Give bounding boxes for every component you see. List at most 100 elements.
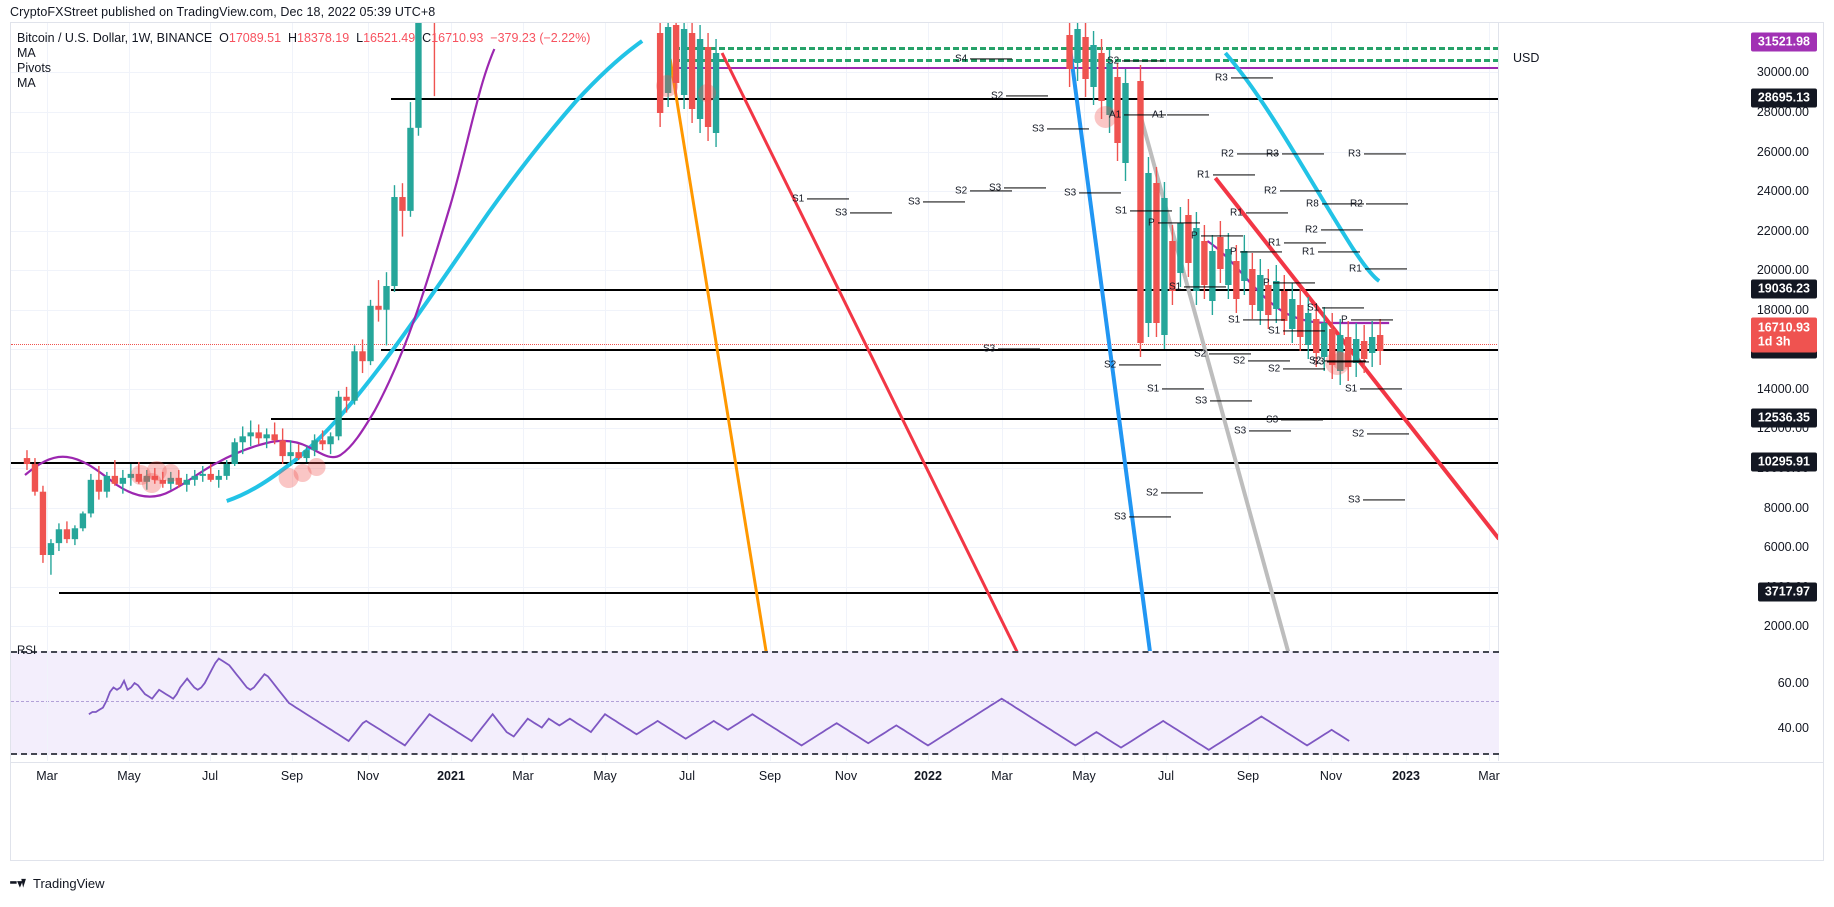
pivot-label-text: P — [1341, 314, 1348, 326]
legend-open-value: 17089.51 — [228, 31, 282, 45]
pivot-marker: S1 — [1307, 302, 1365, 313]
pivot-marker: R2 — [1264, 185, 1322, 196]
rsi-pane[interactable]: RSI — [11, 643, 1823, 761]
candle-body — [1161, 198, 1168, 335]
price-tick: 8000.00 — [1763, 500, 1809, 515]
price-level-line — [11, 462, 1499, 465]
time-scale-axis[interactable]: Mar May Jul Sep Nov 2021 Mar May Jul Sep Nov 2022 Ma… — [11, 762, 1823, 791]
pivot-marker: R2 — [1305, 224, 1363, 235]
gridline-h — [11, 507, 1499, 509]
time-tick: Mar — [1478, 769, 1500, 783]
pivot-marker: S2 — [1107, 55, 1165, 66]
pivot-label-text: S3 — [1064, 187, 1077, 199]
ma-purple-line — [24, 48, 496, 498]
pink-circle-marker — [656, 75, 679, 97]
candle-body — [688, 33, 696, 109]
trendline-red-major — [720, 52, 1021, 658]
candle-body — [287, 452, 294, 457]
time-tick: Nov — [1319, 769, 1343, 783]
price-level-badge[interactable]: 12536.35 — [1750, 408, 1817, 428]
candle-body — [87, 479, 95, 514]
candle-body — [1193, 228, 1200, 291]
rsi-title: RSI — [17, 645, 37, 657]
legend-change-percent: (−2.22%) — [539, 31, 591, 45]
candle-body — [175, 477, 182, 485]
legend-high-label: H — [287, 31, 298, 45]
pink-circle-marker — [130, 465, 151, 485]
candlestick-series — [23, 23, 1384, 575]
candle-body — [1137, 81, 1144, 343]
pivot-marker: P — [1148, 217, 1200, 228]
pivot-marker: R1 — [1302, 246, 1360, 257]
gridline-v — [1331, 23, 1332, 761]
price-level-badge[interactable]: 19036.23 — [1750, 279, 1817, 299]
legend-symbol-row[interactable]: Bitcoin / U.S. Dollar, 1W, BINANCE O1708… — [17, 31, 590, 46]
gridline-v — [770, 23, 771, 761]
gridline-h — [11, 428, 1499, 430]
pivot-marker: S2 — [1104, 359, 1162, 370]
pivot-marker: S2 — [1309, 355, 1367, 367]
pivot-marker: S2 — [955, 185, 1013, 196]
pivot-label-text: S2 — [1309, 355, 1322, 367]
candle-body — [255, 432, 262, 439]
price-tick: 2000.00 — [1763, 619, 1809, 634]
gridline-v — [129, 23, 130, 761]
candle-body — [1177, 223, 1184, 273]
legend-indicator-ma[interactable]: MA — [17, 46, 36, 60]
legend-low-label: L — [356, 31, 364, 45]
gridline-v — [1248, 23, 1249, 761]
candle-body — [367, 305, 374, 362]
price-level-badge[interactable]: 10295.91 — [1750, 452, 1817, 472]
pivot-marker: S3 — [908, 196, 966, 207]
pink-circle-marker — [1325, 351, 1350, 375]
pivot-label-text: S3 — [1348, 494, 1361, 506]
pivot-marker: S3 — [1032, 123, 1090, 134]
pivot-marker: S3 — [1266, 414, 1324, 425]
price-level-line — [391, 289, 1499, 292]
candle-body — [183, 479, 190, 485]
candle-body — [231, 442, 238, 465]
candle-body — [1345, 337, 1352, 367]
candle-body — [1233, 261, 1240, 299]
candle-body — [1321, 323, 1328, 357]
price-level-badge[interactable]: 3717.97 — [1757, 582, 1817, 602]
chart-legend: Bitcoin / U.S. Dollar, 1W, BINANCE O1708… — [17, 31, 590, 91]
pivot-label-text: R2 — [1305, 224, 1318, 236]
trendline-blue — [1067, 44, 1154, 664]
time-tick: Nov — [356, 769, 380, 783]
rsi-overbought-oversold-band — [11, 651, 1499, 755]
gridline-v — [292, 23, 293, 761]
candle-body — [1169, 241, 1176, 291]
pivot-marker: R1 — [1349, 263, 1407, 274]
candle-body — [696, 39, 704, 119]
rsi-line-overlay — [88, 657, 1350, 751]
current-price-badge[interactable]: 16710.93 1d 3h — [1750, 317, 1817, 353]
price-scale-axis[interactable]: USD 30000.00 28000.00 26000.00 24000.00 2200… — [1498, 23, 1823, 761]
gridline-h — [11, 72, 1499, 74]
candle-body — [135, 473, 143, 482]
pivot-marker: S2 — [1268, 363, 1326, 374]
pivot-marker: R8 — [1306, 198, 1364, 209]
pink-circle-marker — [161, 464, 180, 482]
price-level-badge[interactable]: 28695.13 — [1750, 88, 1817, 108]
legend-indicator-ma2[interactable]: MA — [17, 76, 36, 90]
price-level-line — [391, 98, 1499, 101]
price-level-line — [271, 417, 1499, 420]
time-tick: May — [1072, 769, 1096, 783]
legend-symbol: Bitcoin / U.S. Dollar, 1W, BINANCE — [17, 31, 213, 45]
time-tick: Sep — [758, 769, 782, 783]
price-plot-area[interactable]: S2 S3 S4 R3 R2 R3 R3 R2 R8 R2 R2 R1 R1 R1 R1 R1 P P P P P S2 A… — [11, 23, 1499, 761]
time-tick: 2022 — [914, 769, 942, 783]
pivot-label-text: S1 — [1268, 325, 1281, 337]
candle-body — [1360, 341, 1368, 359]
price-tick: 18000.00 — [1756, 302, 1809, 317]
gridline-h — [11, 547, 1499, 549]
candle-body — [239, 436, 246, 443]
legend-indicator-pivots[interactable]: Pivots — [17, 61, 52, 75]
candle-body — [79, 513, 87, 529]
pivot-marker: P — [1191, 230, 1243, 241]
time-tick: 2021 — [437, 769, 465, 783]
pivot-marker: S2 — [991, 90, 1049, 101]
price-level-badge[interactable]: 31521.98 — [1750, 32, 1817, 52]
pivot-label-text: S2 — [1233, 355, 1246, 367]
